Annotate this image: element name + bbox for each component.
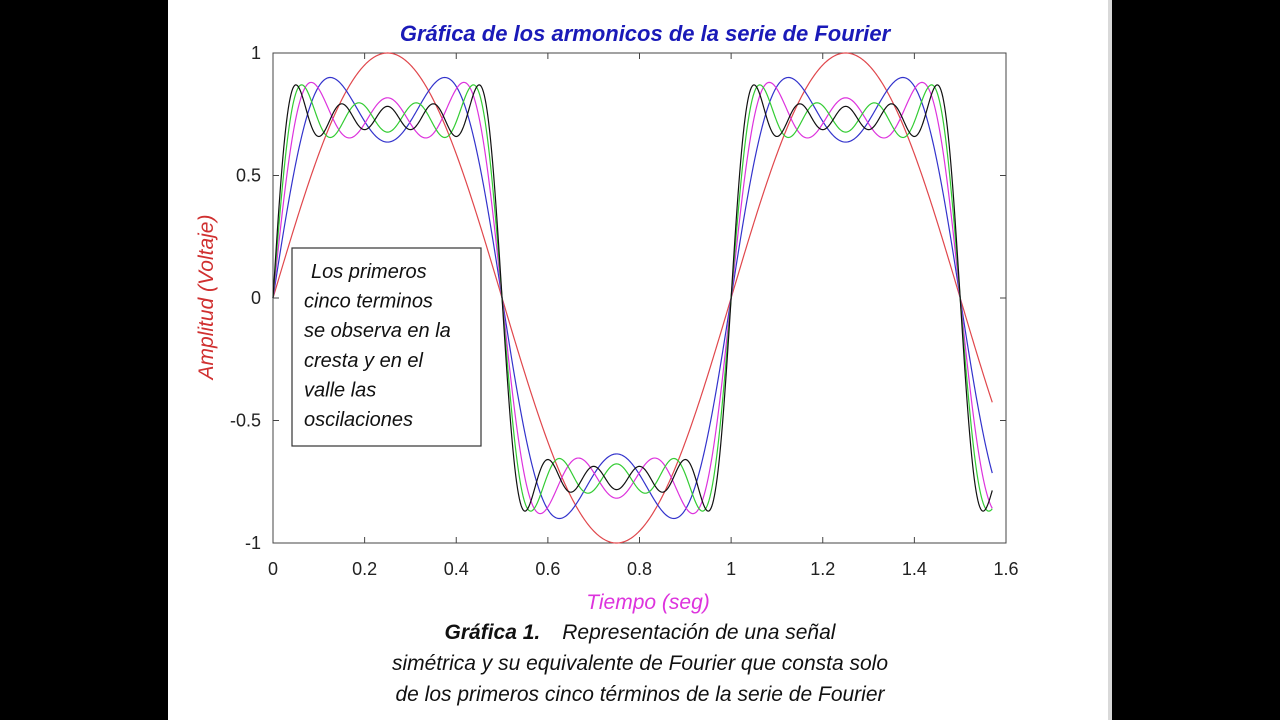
annotation-line: se observa en la (304, 320, 451, 342)
x-tick-label: 0.2 (352, 559, 377, 579)
x-tick-label: 0.4 (444, 559, 469, 579)
series-line-3 (272, 81, 993, 515)
caption-line-3: de los primeros cinco términos de la ser… (395, 683, 885, 706)
caption-line-2: simétrica y su equivalente de Fourier qu… (391, 652, 889, 675)
series-line-1 (272, 52, 993, 544)
x-tick-label: 0 (268, 559, 278, 579)
y-tick-label: 0 (251, 288, 261, 308)
x-tick-label: 1 (726, 559, 736, 579)
x-tick-label: 0.6 (535, 559, 560, 579)
y-tick-label: 1 (251, 43, 261, 63)
annotation-line: cresta y en el (304, 350, 424, 372)
series-lines (272, 52, 993, 544)
y-tick-label: -0.5 (230, 411, 261, 431)
caption-lead: Gráfica 1. (444, 621, 541, 644)
annotation-text: Los primeros cinco terminos se observa en … (304, 261, 451, 431)
x-tick-label: 1.2 (810, 559, 835, 579)
series-line-5 (272, 84, 993, 512)
figure-caption: Gráfica 1. Representación de una señal si… (200, 617, 1080, 710)
y-tick-label: 0.5 (236, 166, 261, 186)
page-edge (1108, 0, 1112, 720)
x-axis-label: Tiempo (seg) (586, 591, 710, 614)
y-tick-label: -1 (245, 533, 261, 553)
annotation-line: cinco terminos (304, 291, 433, 313)
series-line-4 (272, 84, 993, 512)
series-line-2 (272, 76, 993, 520)
caption-line-1: Gráfica 1. Representación de una señal (200, 617, 1080, 648)
annotation-line: Los primeros (311, 261, 427, 283)
chart-title: Gráfica de los armonicos de la serie de … (400, 21, 892, 46)
y-axis-label: Amplitud (Voltaje) (195, 215, 218, 382)
annotation-line: valle las (304, 379, 376, 401)
caption-text-1: Representación de una señal (562, 621, 836, 644)
x-tick-label: 1.4 (902, 559, 927, 579)
x-tick-label: 1.6 (993, 559, 1018, 579)
x-tick-label: 0.8 (627, 559, 652, 579)
annotation-box (291, 247, 482, 447)
annotation-line: oscilaciones (304, 409, 413, 431)
